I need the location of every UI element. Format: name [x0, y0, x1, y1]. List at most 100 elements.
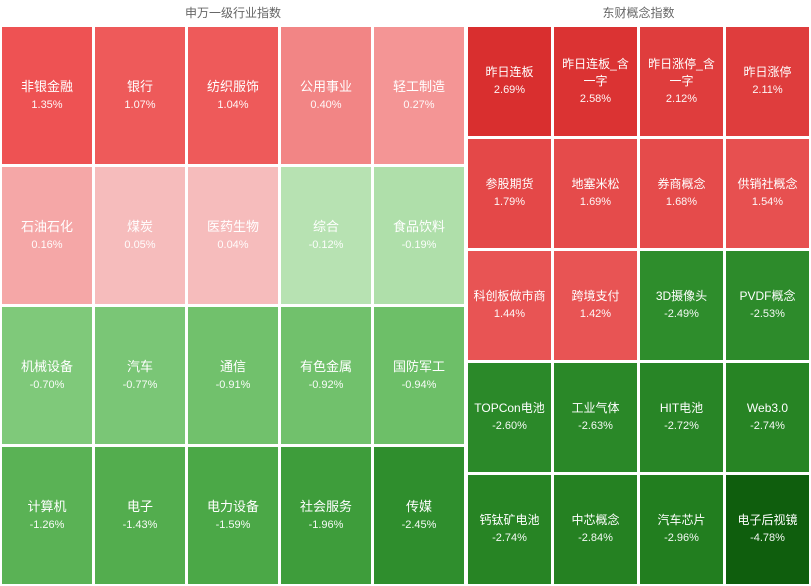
- cell-value: -2.63%: [578, 419, 613, 434]
- heatmap-cell[interactable]: PVDF概念 -2.53%: [726, 251, 809, 360]
- cell-value: 2.58%: [580, 92, 611, 107]
- cell-name: 电子: [127, 498, 153, 516]
- cell-value: 2.11%: [752, 83, 782, 98]
- cell-name: 机械设备: [21, 358, 73, 376]
- cell-name: 汽车: [127, 358, 153, 376]
- heatmap-cell[interactable]: 纺织服饰1.04%: [188, 27, 278, 164]
- left-panel: 申万一级行业指数 非银金融 1.35% 银行1.07%纺织服饰1.04% 公用事业 0.…: [0, 0, 466, 586]
- heatmap-cell[interactable]: 计算机-1.26%: [2, 447, 92, 584]
- heatmap-cell[interactable]: 非银金融 1.35%: [2, 27, 92, 164]
- cell-value: -1.59%: [216, 518, 251, 533]
- heatmap-cell[interactable]: 昨日涨停_含一字 2.12%: [640, 27, 723, 136]
- cell-name: 非银金融: [21, 78, 73, 96]
- cell-value: 1.54%: [752, 195, 783, 210]
- heatmap-cell[interactable]: 参股期货 1.79%: [468, 139, 551, 248]
- cell-name: 社会服务: [300, 498, 352, 516]
- right-panel-title: 东财概念指数: [466, 0, 811, 27]
- cell-name: Web3.0: [747, 400, 788, 417]
- cell-name: 煤炭: [127, 218, 153, 236]
- cell-value: -2.72%: [664, 419, 699, 434]
- heatmap-cell[interactable]: 煤炭 0.05%: [95, 167, 185, 304]
- heatmap-cell[interactable]: HIT电池-2.72%: [640, 363, 723, 472]
- heatmap-cell[interactable]: 电力设备 -1.59%: [188, 447, 278, 584]
- cell-name: 汽车芯片: [657, 512, 705, 529]
- cell-name: 通信: [220, 358, 246, 376]
- cell-name: 电力设备: [207, 498, 259, 516]
- cell-name: PVDF概念: [739, 288, 795, 305]
- cell-value: -1.96%: [309, 518, 344, 533]
- cell-value: 2.12%: [666, 92, 697, 107]
- heatmap-cell[interactable]: 跨境支付 1.42%: [554, 251, 637, 360]
- heatmap-cell[interactable]: 科创板做市商1.44%: [468, 251, 551, 360]
- cell-name: 参股期货: [485, 176, 533, 193]
- cell-value: -1.43%: [123, 518, 158, 533]
- heatmap-cell[interactable]: 供销社概念 1.54%: [726, 139, 809, 248]
- heatmap-cell[interactable]: TOPCon电池-2.60%: [468, 363, 551, 472]
- heatmap-cell[interactable]: 轻工制造 0.27%: [374, 27, 464, 164]
- cell-name: 跨境支付: [571, 288, 619, 305]
- heatmap-cell[interactable]: 社会服务 -1.96%: [281, 447, 371, 584]
- cell-name: 有色金属: [300, 358, 352, 376]
- cell-name: 供销社概念: [737, 176, 797, 193]
- heatmap-cell[interactable]: 3D摄像头 -2.49%: [640, 251, 723, 360]
- heatmap-cell[interactable]: 银行1.07%: [95, 27, 185, 164]
- cell-name: 昨日连板: [485, 64, 533, 81]
- cell-name: 纺织服饰: [207, 78, 259, 96]
- cell-name: 昨日涨停: [743, 64, 791, 81]
- cell-name: 工业气体: [571, 400, 619, 417]
- heatmap-cell[interactable]: Web3.0-2.74%: [726, 363, 809, 472]
- cell-name: 昨日涨停_含一字: [644, 56, 719, 90]
- cell-value: -2.74%: [492, 531, 527, 546]
- heatmap-cell[interactable]: 食品饮料-0.19%: [374, 167, 464, 304]
- cell-value: -2.60%: [492, 419, 527, 434]
- cell-name: 石油石化: [21, 218, 73, 236]
- heatmap-cell[interactable]: 昨日涨停 2.11%: [726, 27, 809, 136]
- heatmap-cell[interactable]: 地塞米松1.69%: [554, 139, 637, 248]
- heatmap-cell[interactable]: 券商概念1.68%: [640, 139, 723, 248]
- heatmap-cell[interactable]: 电子 -1.43%: [95, 447, 185, 584]
- cell-value: 1.79%: [494, 195, 525, 210]
- heatmap-cell[interactable]: 机械设备 -0.70%: [2, 307, 92, 444]
- cell-value: 0.27%: [403, 98, 434, 113]
- heatmap-cell[interactable]: 工业气体 -2.63%: [554, 363, 637, 472]
- heatmap-cell[interactable]: 医药生物0.04%: [188, 167, 278, 304]
- cell-value: -0.77%: [123, 378, 158, 393]
- cell-value: -2.96%: [664, 531, 699, 546]
- cell-value: -0.92%: [309, 378, 344, 393]
- cell-value: -2.53%: [750, 307, 785, 322]
- cell-name: 科创板做市商: [473, 288, 545, 305]
- cell-name: 传媒: [406, 498, 432, 516]
- cell-name: 轻工制造: [393, 78, 445, 96]
- cell-name: 公用事业: [300, 78, 352, 96]
- cell-value: 1.42%: [580, 307, 611, 322]
- cell-value: 1.69%: [580, 195, 611, 210]
- heatmap-cell[interactable]: 公用事业 0.40%: [281, 27, 371, 164]
- cell-value: -0.70%: [30, 378, 65, 393]
- heatmap-cell[interactable]: 昨日连板 2.69%: [468, 27, 551, 136]
- heatmap-cell[interactable]: 通信-0.91%: [188, 307, 278, 444]
- heatmap-cell[interactable]: 中芯概念-2.84%: [554, 475, 637, 584]
- cell-name: 中芯概念: [571, 512, 619, 529]
- heatmap-cell[interactable]: 国防军工-0.94%: [374, 307, 464, 444]
- cell-value: 0.40%: [310, 98, 341, 113]
- cell-value: 2.69%: [494, 83, 525, 98]
- heatmap-cell[interactable]: 汽车芯片 -2.96%: [640, 475, 723, 584]
- heatmap-cell[interactable]: 石油石化0.16%: [2, 167, 92, 304]
- heatmap-cell[interactable]: 汽车 -0.77%: [95, 307, 185, 444]
- heatmap-cell[interactable]: 有色金属 -0.92%: [281, 307, 371, 444]
- heatmap-cell[interactable]: 综合-0.12%: [281, 167, 371, 304]
- cell-name: 3D摄像头: [656, 288, 707, 305]
- cell-value: -2.49%: [664, 307, 699, 322]
- cell-value: -4.78%: [750, 531, 785, 546]
- heatmap-cell[interactable]: 钙钛矿电池-2.74%: [468, 475, 551, 584]
- heatmap-container: 申万一级行业指数 非银金融 1.35% 银行1.07%纺织服饰1.04% 公用事业 0.…: [0, 0, 811, 586]
- heatmap-cell[interactable]: 传媒-2.45%: [374, 447, 464, 584]
- cell-value: 1.35%: [31, 98, 62, 113]
- cell-name: 电子后视镜: [737, 512, 797, 529]
- left-panel-title: 申万一级行业指数: [0, 0, 466, 27]
- right-grid: 昨日连板 2.69% 昨日连板_含一字2.58%昨日涨停_含一字 2.12% 昨日涨停 2…: [466, 27, 811, 586]
- heatmap-cell[interactable]: 昨日连板_含一字2.58%: [554, 27, 637, 136]
- heatmap-cell[interactable]: 电子后视镜 -4.78%: [726, 475, 809, 584]
- right-panel: 东财概念指数 昨日连板 2.69% 昨日连板_含一字2.58%昨日涨停_含一字 2.1…: [466, 0, 811, 586]
- cell-value: 0.05%: [124, 238, 155, 253]
